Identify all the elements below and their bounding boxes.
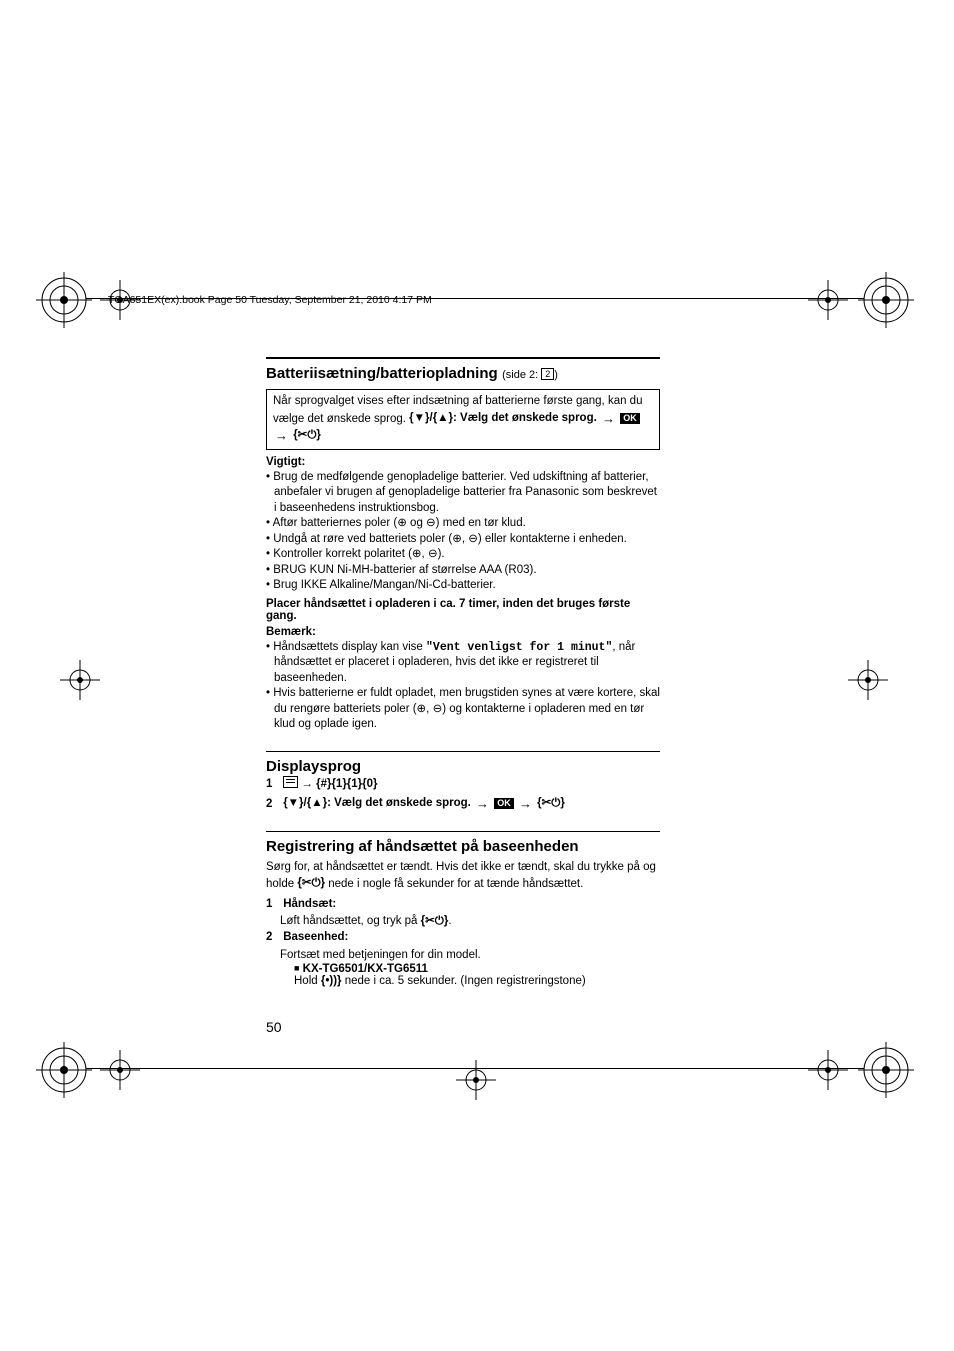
arrow-icon: → [476, 794, 489, 814]
bullet-item: Håndsættets display kan vise "Vent venli… [266, 640, 660, 687]
reg-mark-bottom-center [456, 1060, 496, 1100]
reg-mark-bl2 [100, 1050, 140, 1090]
remark-label: Bemærk: [266, 626, 660, 638]
arrow-icon: → [519, 794, 532, 814]
reg-mark-right [848, 660, 888, 700]
display-section: Displaysprog 1 → {#}{1}{1}{0} 2 {▼}/{▲}:… [266, 751, 660, 813]
handset-label: Håndsæt: [283, 898, 336, 910]
bullet-item: Aftør batteriernes poler (⊕ og ⊖) med en… [266, 516, 660, 532]
ok-icon: OK [620, 413, 640, 424]
display-title: Displaysprog [266, 758, 361, 775]
registration-section: Registrering af håndsættet på baseenhede… [266, 831, 660, 987]
reg-step1-text: Løft håndsættet, og tryk på {✂⏻}. [280, 913, 660, 929]
model-label: KX-TG6501/KX-TG6511 [303, 963, 428, 975]
reg-step2-text: Fortsæt med betjeningen for din model. [280, 947, 660, 963]
off-key-icon: {✂⏻} [293, 428, 321, 444]
display-step2: 2 {▼}/{▲}: Vælg det ønskede sprog. → OK … [266, 794, 660, 814]
side-ref: (side 2: 2) [502, 369, 558, 381]
important-bullets: Brug de medfølgende genopladelige batter… [266, 470, 660, 594]
down-up-keys: {▼}/{▲}: Vælg det ønskede sprog. [409, 411, 597, 427]
locator-key-icon: {•))} [321, 975, 342, 987]
important-label: Vigtigt: [266, 456, 660, 468]
step-number: 2 [266, 929, 280, 946]
bullet-item: BRUG KUN Ni-MH-batterier af størrelse AA… [266, 563, 660, 579]
charge-note: Placer håndsættet i opladeren i ca. 7 ti… [266, 598, 660, 622]
display-message: "Vent venligst for 1 minut" [426, 641, 612, 654]
bullet-item: Undgå at røre ved batteriets poler (⊕, ⊖… [266, 532, 660, 548]
bullet-item: Kontroller korrekt polaritet (⊕, ⊖). [266, 547, 660, 563]
bullet-item: Brug de medfølgende genopladelige batter… [266, 470, 660, 517]
registration-title: Registrering af håndsættet på baseenhede… [266, 838, 579, 855]
section-rule-battery [266, 357, 660, 359]
reg-mark-left [60, 660, 100, 700]
bullet-item: Hvis batterierne er fuldt opladet, men b… [266, 686, 660, 733]
model-instruction: Hold {•))} nede i ca. 5 sekunder. (Ingen… [294, 975, 660, 987]
menu-icon [283, 776, 298, 788]
language-box: Når sprogvalget vises efter indsætning a… [266, 389, 660, 450]
section-rule-display [266, 751, 660, 752]
section-rule-reg [266, 831, 660, 832]
off-key-icon: {✂⏻} [297, 876, 325, 892]
reg-step1: 1 Håndsæt: [266, 896, 660, 913]
display-step1: 1 → {#}{1}{1}{0} [266, 776, 660, 794]
crop-target-br [858, 1042, 914, 1098]
reg-step2: 2 Baseenhed: [266, 929, 660, 946]
step-number: 2 [266, 796, 280, 813]
off-key-icon: {✂⏻} [537, 795, 565, 812]
registration-intro: Sørg for, at håndsættet er tændt. Hvis d… [266, 860, 660, 892]
step-number: 1 [266, 776, 280, 793]
reg-mark-br2 [808, 1050, 848, 1090]
runhead-text: TGA651EX(ex).book Page 50 Tuesday, Septe… [108, 294, 432, 306]
ok-icon: OK [494, 798, 514, 809]
remark-bullets: Håndsættets display kan vise "Vent venli… [266, 640, 660, 733]
footer-rule [86, 1068, 864, 1069]
step2-prefix: {▼}/{▲}: Vælg det ønskede sprog. [283, 795, 471, 812]
page-number: 50 [266, 1019, 282, 1035]
side-ref-num: 2 [541, 368, 554, 380]
square-bullet-icon: ■ [294, 963, 299, 973]
battery-title: Batteriisætning/batteriopladning [266, 365, 498, 382]
step-number: 1 [266, 896, 280, 913]
bullet-item: Brug IKKE Alkaline/Mangan/Ni-Cd-batterie… [266, 578, 660, 594]
battery-heading: Batteriisætning/batteriopladning (side 2… [266, 365, 660, 383]
arrow-icon: → [275, 427, 288, 445]
content-area: Batteriisætning/batteriopladning (side 2… [266, 357, 660, 987]
model-line: ■ KX-TG6501/KX-TG6511 [294, 963, 660, 975]
reg-mark-tr [808, 280, 848, 320]
running-header: TGA651EX(ex).book Page 50 Tuesday, Septe… [108, 294, 432, 306]
off-key-icon: {✂⏻} [421, 913, 449, 929]
step1-keys: → {#}{1}{1}{0} [301, 776, 377, 793]
crop-target-tr [858, 272, 914, 328]
crop-target-bl [36, 1042, 92, 1098]
crop-target-tl [36, 272, 92, 328]
base-label: Baseenhed: [283, 931, 348, 943]
arrow-icon: → [602, 410, 615, 428]
manual-page: TGA651EX(ex).book Page 50 Tuesday, Septe… [0, 0, 954, 1351]
